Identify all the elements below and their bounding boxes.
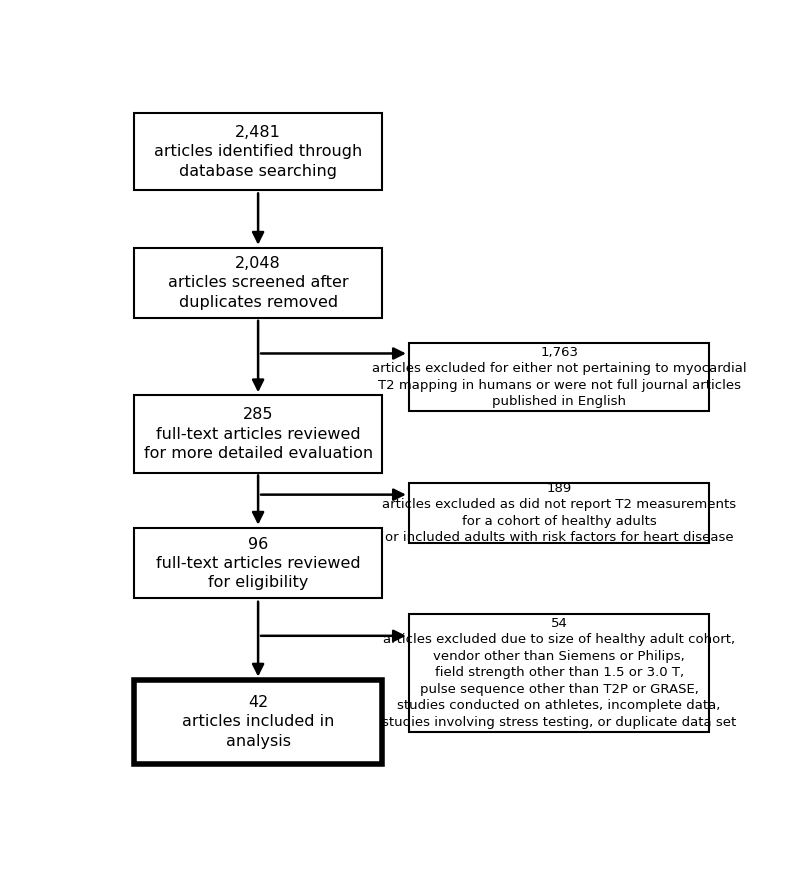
Text: 2,481
articles identified through
database searching: 2,481 articles identified through databa… — [154, 125, 362, 178]
Bar — [134, 395, 382, 473]
Text: 54
articles excluded due to size of healthy adult cohort,
vendor other than Siem: 54 articles excluded due to size of heal… — [382, 617, 736, 729]
Bar — [134, 248, 382, 318]
Text: 1,763
articles excluded for either not pertaining to myocardial
T2 mapping in hu: 1,763 articles excluded for either not p… — [372, 346, 746, 409]
Bar — [409, 483, 710, 543]
Bar — [409, 343, 710, 410]
Bar — [134, 528, 382, 599]
Text: 189
articles excluded as did not report T2 measurements
for a cohort of healthy : 189 articles excluded as did not report … — [382, 482, 736, 544]
Text: 96
full-text articles reviewed
for eligibility: 96 full-text articles reviewed for eligi… — [156, 537, 361, 590]
Bar — [134, 113, 382, 190]
Text: 2,048
articles screened after
duplicates removed: 2,048 articles screened after duplicates… — [168, 256, 349, 310]
Bar — [134, 680, 382, 764]
Bar — [409, 614, 710, 732]
Text: 42
articles included in
analysis: 42 articles included in analysis — [182, 695, 334, 748]
Text: 285
full-text articles reviewed
for more detailed evaluation: 285 full-text articles reviewed for more… — [143, 408, 373, 461]
